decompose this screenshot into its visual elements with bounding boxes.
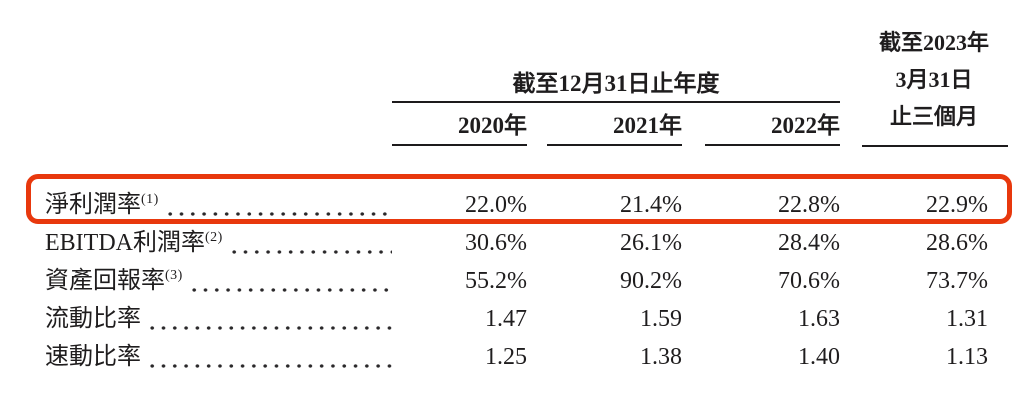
cell-2020: 22.0% xyxy=(465,192,527,218)
cell-2020: 1.25 xyxy=(485,344,527,370)
row-label: 資產回報率(3) xyxy=(45,262,393,300)
cell-2022: 70.6% xyxy=(778,268,840,294)
cell-2021: 90.2% xyxy=(620,268,682,294)
dot-leader xyxy=(165,186,392,224)
column-header-2020: 2020年 xyxy=(392,106,527,146)
row-label-text: EBITDA利潤率(2) xyxy=(45,230,223,256)
table-row-net-profit-margin: 淨利潤率(1) 22.0% 21.4% 22.8% 22.9% xyxy=(0,186,1023,224)
column-header-2022: 2022年 xyxy=(705,106,840,146)
row-label: 流動比率 xyxy=(45,300,393,338)
column-header-2021: 2021年 xyxy=(547,106,682,146)
cell-2022: 1.63 xyxy=(798,306,840,332)
cell-2022: 22.8% xyxy=(778,192,840,218)
dot-leader xyxy=(148,338,392,376)
column-header-2023-q1-rule xyxy=(862,145,1008,147)
cell-2020: 55.2% xyxy=(465,268,527,294)
dot-leader xyxy=(229,224,392,262)
year-group-header: 截至12月31日止年度 xyxy=(512,71,720,96)
table-row-current-ratio: 流動比率 1.47 1.59 1.63 1.31 xyxy=(0,300,1023,338)
cell-2021: 26.1% xyxy=(620,230,682,256)
cell-2022: 28.4% xyxy=(778,230,840,256)
cell-2021: 1.38 xyxy=(640,344,682,370)
cell-2023-q1: 1.13 xyxy=(946,344,988,370)
cell-2023-q1: 1.31 xyxy=(946,306,988,332)
column-header-2023-q1-line1: 截至2023年 xyxy=(878,30,989,55)
year-group-rule xyxy=(392,101,840,103)
cell-2021: 1.59 xyxy=(640,306,682,332)
dot-leader xyxy=(189,262,392,300)
dot-leader xyxy=(148,300,392,338)
table-row-ebitda-margin: EBITDA利潤率(2) 30.6% 26.1% 28.4% 28.6% xyxy=(0,224,1023,262)
cell-2020: 30.6% xyxy=(465,230,527,256)
cell-2023-q1: 73.7% xyxy=(926,268,988,294)
column-header-2023-q1-line2: 3月31日 xyxy=(895,67,973,92)
cell-2020: 1.47 xyxy=(485,306,527,332)
footnote-marker: (2) xyxy=(204,230,223,245)
column-header-2023-q1: 截至2023年 3月31日 止三個月 xyxy=(858,24,1010,135)
row-label: EBITDA利潤率(2) xyxy=(45,224,393,262)
footnote-marker: (3) xyxy=(165,268,183,283)
row-label-text: 速動比率 xyxy=(45,344,141,370)
row-label: 淨利潤率(1) xyxy=(45,186,393,224)
row-label-text: 資產回報率(3) xyxy=(45,268,183,294)
cell-2023-q1: 28.6% xyxy=(926,230,988,256)
cell-2023-q1: 22.9% xyxy=(926,192,988,218)
row-label-text: 淨利潤率(1) xyxy=(45,192,159,218)
row-label-text: 流動比率 xyxy=(45,306,141,332)
footnote-marker: (1) xyxy=(141,192,159,207)
table-row-return-on-assets: 資產回報率(3) 55.2% 90.2% 70.6% 73.7% xyxy=(0,262,1023,300)
cell-2021: 21.4% xyxy=(620,192,682,218)
table-row-quick-ratio: 速動比率 1.25 1.38 1.40 1.13 xyxy=(0,338,1023,376)
row-label: 速動比率 xyxy=(45,338,393,376)
cell-2022: 1.40 xyxy=(798,344,840,370)
column-header-2023-q1-line3: 止三個月 xyxy=(889,104,978,129)
